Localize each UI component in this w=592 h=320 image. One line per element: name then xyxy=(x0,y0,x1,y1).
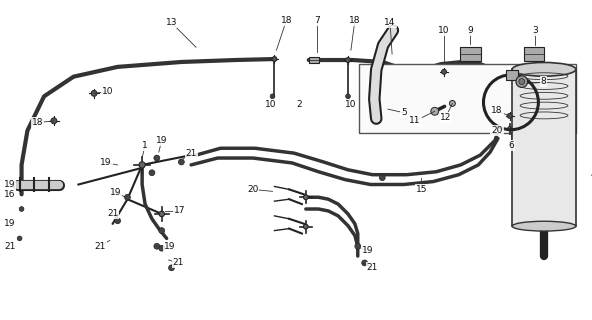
Bar xyxy=(359,64,576,133)
Text: 19: 19 xyxy=(164,242,175,251)
Text: 8: 8 xyxy=(540,77,546,86)
Circle shape xyxy=(346,94,350,99)
Text: 21: 21 xyxy=(4,242,15,251)
Text: 19: 19 xyxy=(100,158,112,167)
Text: 5: 5 xyxy=(401,108,407,117)
Text: 11: 11 xyxy=(410,116,421,125)
Bar xyxy=(525,47,544,61)
Text: 21: 21 xyxy=(185,148,197,158)
Text: 18: 18 xyxy=(491,107,503,116)
Text: 3: 3 xyxy=(532,26,538,35)
Circle shape xyxy=(508,127,511,131)
Text: 10: 10 xyxy=(345,100,356,108)
Text: 21: 21 xyxy=(94,242,105,251)
Circle shape xyxy=(442,69,446,74)
Text: 21: 21 xyxy=(367,263,378,272)
Circle shape xyxy=(139,162,145,168)
Circle shape xyxy=(124,194,130,200)
Text: 20: 20 xyxy=(491,126,503,135)
Circle shape xyxy=(431,107,439,115)
Circle shape xyxy=(17,236,22,241)
Text: 19: 19 xyxy=(4,219,15,228)
Circle shape xyxy=(379,175,385,180)
Circle shape xyxy=(154,155,160,161)
Circle shape xyxy=(19,207,24,212)
Text: 10: 10 xyxy=(265,100,276,108)
Bar xyxy=(309,57,318,63)
Circle shape xyxy=(159,228,165,234)
Text: 18: 18 xyxy=(31,118,43,127)
Circle shape xyxy=(304,224,308,229)
Text: 18: 18 xyxy=(281,16,292,25)
Text: 20: 20 xyxy=(247,185,259,194)
Circle shape xyxy=(516,76,527,87)
Text: 9: 9 xyxy=(468,26,474,35)
Circle shape xyxy=(115,218,121,224)
Text: 21: 21 xyxy=(173,259,184,268)
Circle shape xyxy=(149,170,155,176)
Text: 7: 7 xyxy=(314,16,320,25)
Text: 1: 1 xyxy=(142,141,148,150)
Text: 12: 12 xyxy=(440,113,451,122)
Circle shape xyxy=(178,159,184,165)
Text: 10: 10 xyxy=(438,26,450,35)
Circle shape xyxy=(449,100,455,106)
Circle shape xyxy=(270,94,275,99)
Text: 14: 14 xyxy=(384,18,396,27)
Ellipse shape xyxy=(512,221,576,231)
Circle shape xyxy=(362,260,368,266)
Text: 2: 2 xyxy=(296,100,302,108)
Text: 15: 15 xyxy=(416,185,427,194)
Text: 19: 19 xyxy=(156,136,168,145)
Text: 6: 6 xyxy=(508,140,514,150)
Text: 10: 10 xyxy=(102,87,114,96)
Bar xyxy=(512,69,576,226)
Ellipse shape xyxy=(512,62,576,76)
Bar xyxy=(506,70,518,80)
Bar xyxy=(460,47,481,61)
Text: 17: 17 xyxy=(173,206,185,215)
Circle shape xyxy=(91,91,97,96)
Circle shape xyxy=(346,58,350,62)
Text: 21: 21 xyxy=(107,209,118,219)
Circle shape xyxy=(519,79,525,84)
Circle shape xyxy=(159,211,165,217)
Text: 19: 19 xyxy=(110,188,121,197)
Circle shape xyxy=(51,118,57,124)
Text: 19: 19 xyxy=(4,180,15,189)
Text: 19: 19 xyxy=(362,246,374,255)
Circle shape xyxy=(355,243,361,249)
Text: 18: 18 xyxy=(349,16,361,25)
Text: 16: 16 xyxy=(4,190,15,199)
Text: 13: 13 xyxy=(166,18,177,27)
Circle shape xyxy=(272,57,277,61)
Circle shape xyxy=(304,195,308,200)
Circle shape xyxy=(169,265,175,271)
Circle shape xyxy=(154,243,160,249)
Text: 4: 4 xyxy=(591,170,592,179)
Circle shape xyxy=(507,114,512,118)
Circle shape xyxy=(159,245,165,251)
